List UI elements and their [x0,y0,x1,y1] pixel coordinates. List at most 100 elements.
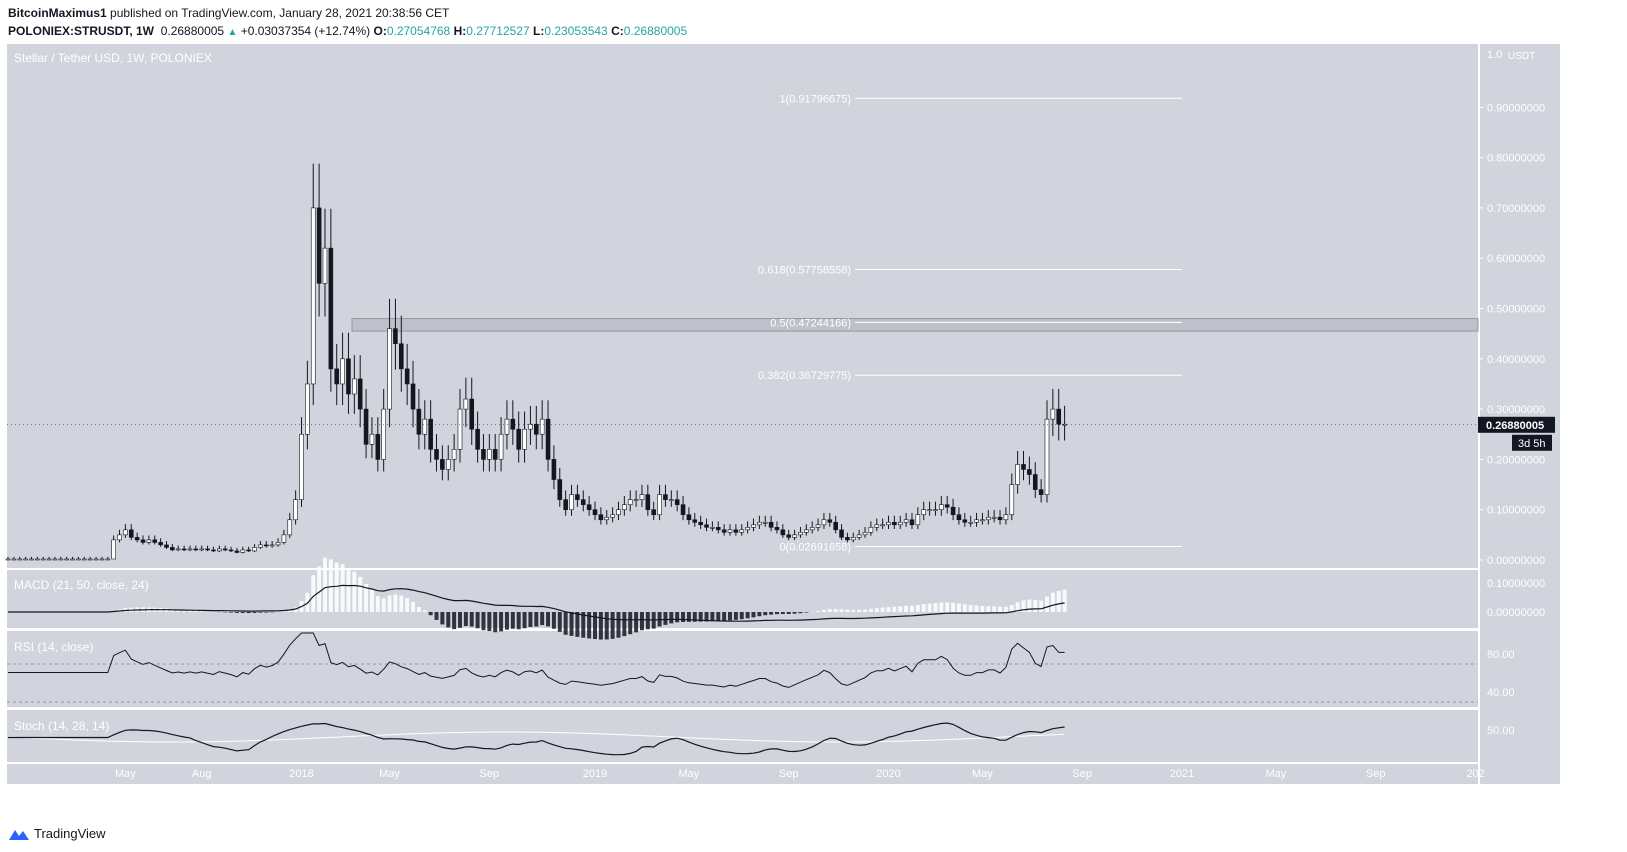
candle-body [710,527,715,529]
fib-level-label: 0.618(0.57758558) [758,264,851,276]
rsi-tick-label: 80.00 [1487,649,1515,661]
macd-histogram-bar [980,605,985,612]
macd-histogram-bar [816,610,821,612]
candle-body [76,558,81,561]
main-pane [7,44,1478,568]
tradingview-footer[interactable]: TradingView [8,826,106,841]
macd-histogram-bar [428,612,433,616]
y-tick-label: 0.90000000 [1487,102,1545,114]
candle-body [263,544,269,547]
y-tick-label: 0.60000000 [1487,253,1545,265]
candle-body [334,368,340,385]
close-label: C: [611,24,624,38]
candle-body [175,548,181,551]
candle-body [610,514,615,518]
macd-histogram-bar [229,612,234,613]
candle-body [522,428,527,450]
macd-histogram-bar [839,609,844,612]
open-label: O: [373,24,387,38]
candle-body [651,509,657,516]
macd-histogram-bar [1056,590,1061,612]
candle-body [539,418,545,435]
candle-body [487,449,492,460]
y-tick-label: 0.40000000 [1487,354,1545,366]
candle-body [569,494,574,510]
candle-body [275,542,281,546]
macd-histogram-bar [504,612,509,630]
macd-histogram-bar [821,609,826,612]
candle-body [686,514,692,521]
candle-body [862,532,868,536]
macd-histogram-bar [892,606,897,612]
macd-histogram-bar [434,612,439,620]
candle-body [1032,474,1038,490]
candle-body [23,558,28,561]
macd-histogram-bar [622,612,627,637]
x-tick-label: 2021 [1170,768,1194,780]
candle-body [1027,469,1032,475]
currency-label: USDT [1508,51,1535,62]
candle-body [874,524,880,528]
candle-body [375,433,381,460]
macd-histogram-bar [240,612,245,613]
macd-histogram-bar [405,597,410,612]
macd-histogram-bar [786,612,791,614]
macd-histogram-bar [669,612,674,624]
candle-body [5,558,11,561]
candle-body [944,504,950,508]
candle-body [528,423,533,430]
candle-body [369,433,375,445]
candle-body [357,378,363,410]
candle-body [152,539,158,543]
candle-body [440,459,445,470]
candle-body [105,558,111,561]
x-tick-label: Aug [192,768,212,780]
macd-histogram-bar [868,608,873,612]
macd-histogram-bar [904,605,909,612]
candle-body [416,408,422,435]
candle-body [1021,464,1026,470]
macd-histogram-bar [757,612,762,617]
ohlc-header: POLONIEX:STRUSDT, 1W 0.26880005 ▲ +0.030… [8,24,687,38]
resistance-zone [351,318,1479,332]
macd-histogram-bar [317,566,322,612]
macd-histogram-bar [1062,589,1067,612]
macd-histogram-bar [698,612,703,622]
candle-body [704,524,709,528]
macd-histogram-bar [616,612,621,638]
macd-histogram-bar [598,612,603,640]
macd-histogram-bar [751,612,756,618]
candle-body [58,558,64,561]
macd-histogram-bar [710,612,715,622]
candle-body [903,519,909,523]
chart-title: Stellar / Tether USD, 1W, POLONIEX [14,51,212,65]
candle-body [575,494,580,500]
macd-histogram-bar [716,612,721,621]
author-name[interactable]: BitcoinMaximus1 [8,6,107,20]
macd-histogram-bar [792,612,797,614]
publish-info: BitcoinMaximus1 published on TradingView… [8,6,449,20]
candle-body [381,408,386,460]
macd-histogram-bar [311,575,316,612]
macd-tick-label: 0.00000000 [1487,607,1545,619]
candle-body [1050,408,1056,420]
candle-body [434,449,439,460]
macd-histogram-bar [258,612,263,613]
macd-histogram-bar [387,595,392,612]
candle-body [950,506,956,516]
candle-body [1062,423,1067,426]
candle-body [721,529,727,533]
macd-histogram-bar [962,604,967,612]
macd-histogram-bar [851,609,856,612]
candle-body [727,529,733,533]
candle-body [422,418,428,435]
macd-histogram-bar [375,596,380,612]
macd-histogram-bar [769,612,774,615]
candle-body [563,499,568,511]
candle-body [99,558,105,561]
stoch-tick-label: 50.00 [1487,725,1515,737]
macd-histogram-bar [546,612,551,627]
candle-body [498,433,504,460]
last-price-box [1478,416,1555,433]
